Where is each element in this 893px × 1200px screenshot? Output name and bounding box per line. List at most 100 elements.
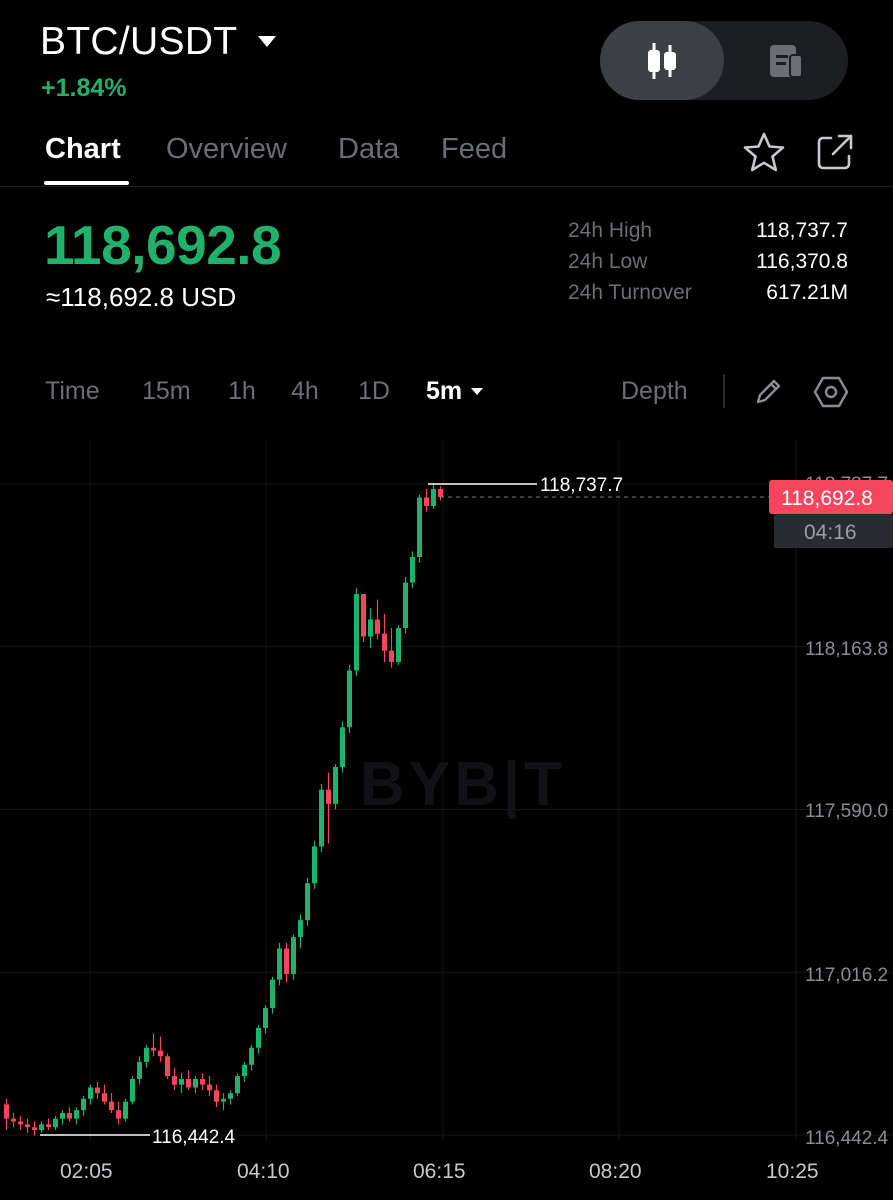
candle-body [207,1084,212,1091]
stat-24h-high-label: 24h High [568,219,653,242]
candles [4,484,443,1136]
pair-title[interactable]: BTC/USDT [40,20,238,63]
candle-body [298,920,303,938]
candle-body [88,1087,93,1099]
candle-body [137,1061,142,1079]
current-price-tag [769,480,893,514]
x-axis-label: 08:20 [589,1160,642,1183]
candle-body [389,650,394,663]
x-axis-label: 04:10 [237,1160,290,1183]
candle-body [277,948,282,980]
candle-body [354,593,359,671]
candle-body [221,1098,226,1102]
candle-body [305,883,310,921]
candle-body [256,1027,261,1048]
settings-hexagon-icon[interactable] [813,374,849,410]
candle-body [438,489,443,497]
low-marker-label: 116,442.4 [152,1127,236,1148]
stat-24h-low-label: 24h Low [568,250,648,273]
share-icon[interactable] [815,132,855,172]
x-axis-label: 10:25 [766,1160,819,1183]
candle-body [53,1118,58,1128]
chart-gridlines [0,440,893,1140]
candle-body [39,1124,44,1131]
candle-body [123,1101,128,1119]
candle-body [158,1050,163,1057]
candle-body [403,582,408,628]
candle-body [361,593,366,637]
interval-1d[interactable]: 1D [358,377,390,405]
x-axis-label: 02:05 [60,1160,113,1183]
candle-body [214,1090,219,1102]
stat-24h-low-value: 116,370.8 [756,250,848,273]
candle-body [4,1104,9,1119]
tab-chart[interactable]: Chart [45,133,121,165]
candle-body [431,489,436,507]
y-axis-label: 117,590.0 [805,801,888,822]
active-tab-indicator [44,181,129,185]
document-icon [770,44,803,78]
stat-24h-turnover-value: 617.21M [766,281,848,304]
candle-body [144,1047,149,1062]
candle-body [382,633,387,651]
chart-view-button[interactable] [600,21,724,100]
x-axis-label: 06:15 [413,1160,466,1183]
candle-body [130,1078,135,1102]
candle-body [249,1047,254,1065]
interval-15m[interactable]: 15m [142,377,191,405]
candle-body [179,1078,184,1085]
interval-dropdown-caret-icon[interactable] [471,388,483,395]
candle-body [25,1124,30,1128]
interval-1h[interactable]: 1h [228,377,256,405]
candle-body [242,1064,247,1077]
info-view-button[interactable] [724,21,848,100]
interval-selected-5m[interactable]: 5m [426,377,463,405]
candle-body [228,1093,233,1099]
candle-body [193,1078,198,1088]
star-icon[interactable] [742,131,786,173]
candle-body [18,1121,23,1125]
candle-body [270,979,275,1009]
pencil-icon[interactable] [752,376,784,408]
candle-body [81,1098,86,1111]
candle-body [186,1078,191,1088]
chart-watermark: BYB|T [360,750,566,820]
candle-body [172,1076,177,1085]
candle-body [417,497,422,558]
candle-body [347,670,352,728]
pair-dropdown-caret-icon[interactable] [258,36,276,47]
interval-divider [723,374,725,408]
candle-body [340,727,345,767]
tab-overview[interactable]: Overview [166,133,287,165]
candle-body [410,557,415,583]
candle-body [74,1110,79,1119]
price-chart[interactable]: BYB|T 118,737.7 116,442.4 118,737.7 118,… [0,440,893,1200]
candle-body [165,1056,170,1077]
candle-body [151,1047,156,1051]
candle-body [326,789,331,804]
tabs-divider [0,186,893,187]
last-price: 118,692.8 [44,214,282,276]
depth-button[interactable]: Depth [621,377,688,405]
candle-body [263,1008,268,1028]
candle-body [424,497,429,507]
y-axis-label: 117,016.2 [805,965,888,986]
candle-body [95,1087,100,1094]
interval-4h[interactable]: 4h [291,377,319,405]
tab-data[interactable]: Data [338,133,400,165]
y-axis-label: 116,442.4 [805,1128,889,1149]
candle-body [284,948,289,975]
candle-body [11,1118,16,1122]
current-price-tag-text: 118,692.8 [781,487,873,510]
stat-24h-high-value: 118,737.7 [756,219,848,242]
price-change-percent: +1.84% [41,74,127,102]
candle-body [396,627,401,663]
candle-body [312,846,317,884]
candle-body [333,766,338,804]
interval-time[interactable]: Time [45,377,100,405]
tab-feed[interactable]: Feed [441,133,508,165]
candle-body [109,1101,114,1111]
candle-body [67,1112,72,1119]
candle-body [46,1124,51,1128]
candle-body [375,619,380,634]
